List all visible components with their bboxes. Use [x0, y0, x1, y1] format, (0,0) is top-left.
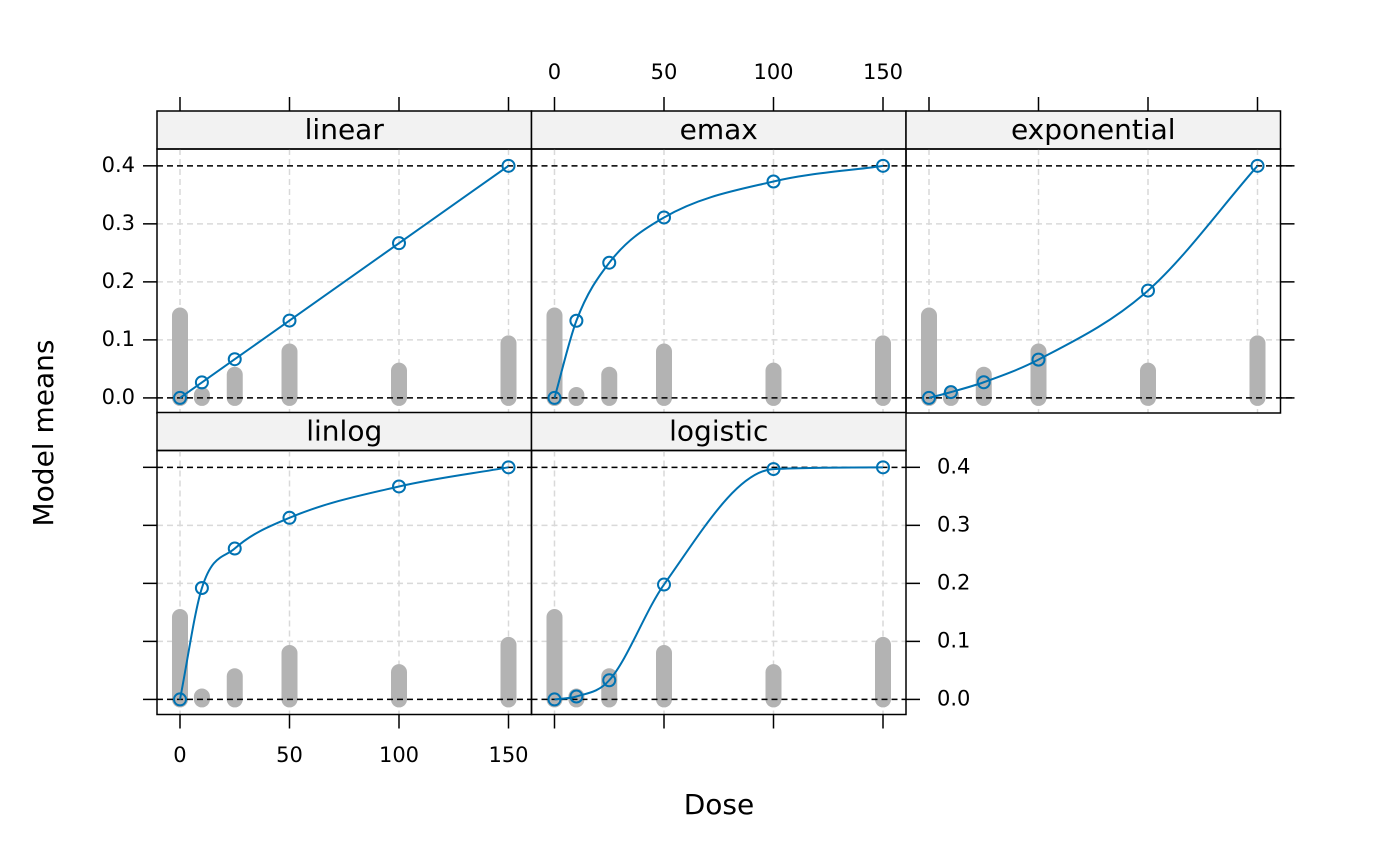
x-tick-label: 150: [863, 60, 903, 84]
y-tick-label: 0.1: [102, 327, 135, 351]
x-tick-label: 0: [548, 60, 561, 84]
point: [172, 692, 187, 707]
x-tick-label: 0: [173, 743, 186, 767]
point: [569, 313, 584, 328]
point: [547, 692, 562, 707]
point: [172, 390, 187, 405]
x-axis-label: Dose: [684, 788, 755, 821]
y-axis-label: Model means: [27, 340, 60, 527]
point: [1031, 352, 1046, 367]
panel-title: emax: [680, 113, 758, 146]
line: [554, 466, 884, 701]
y-tick-label: 0.2: [937, 570, 970, 594]
strip: [156, 110, 533, 150]
panel-title: exponential: [1011, 113, 1176, 146]
point: [194, 375, 209, 390]
point: [227, 541, 242, 556]
point: [282, 510, 297, 525]
point: [501, 460, 516, 475]
y-tick-label: 0.1: [937, 628, 970, 652]
point: [766, 174, 781, 189]
strip: [530, 110, 907, 150]
x-tick-label: 50: [651, 60, 678, 84]
point: [282, 313, 297, 328]
panel-border: [530, 449, 907, 716]
point: [876, 460, 891, 475]
panel-title: linlog: [306, 415, 382, 448]
point: [876, 158, 891, 173]
point: [656, 210, 671, 225]
x-tick-label: 100: [379, 743, 419, 767]
point: [194, 581, 209, 596]
y-tick-label: 0.3: [937, 512, 970, 536]
y-tick-label: 0.0: [937, 686, 970, 710]
strip: [156, 411, 533, 452]
point: [656, 577, 671, 592]
point: [547, 390, 562, 405]
x-tick-label: 150: [488, 743, 528, 767]
y-tick-label: 0.0: [102, 385, 135, 409]
y-tick-label: 0.4: [937, 454, 970, 478]
strip: [530, 411, 907, 452]
panel-border: [905, 148, 1282, 414]
panel-title: logistic: [669, 415, 768, 448]
point: [943, 385, 958, 400]
line: [928, 165, 1259, 399]
point: [976, 375, 991, 390]
panel-border: [530, 148, 907, 414]
x-tick-label: 50: [276, 743, 303, 767]
y-tick-label: 0.2: [102, 269, 135, 293]
point: [1250, 158, 1265, 173]
panel-border: [156, 449, 533, 716]
point: [921, 390, 936, 405]
point: [766, 462, 781, 477]
y-tick-label: 0.4: [102, 153, 135, 177]
line: [179, 466, 509, 700]
point: [392, 479, 407, 494]
point: [602, 673, 617, 688]
point: [569, 689, 584, 704]
panel-title: linear: [305, 113, 385, 146]
x-tick-label: 100: [753, 60, 793, 84]
point: [392, 236, 407, 251]
line: [179, 165, 510, 399]
point: [1141, 283, 1156, 298]
point: [227, 352, 242, 367]
y-tick-label: 0.3: [102, 211, 135, 235]
point: [602, 255, 617, 270]
line: [553, 164, 884, 399]
point: [501, 158, 516, 173]
